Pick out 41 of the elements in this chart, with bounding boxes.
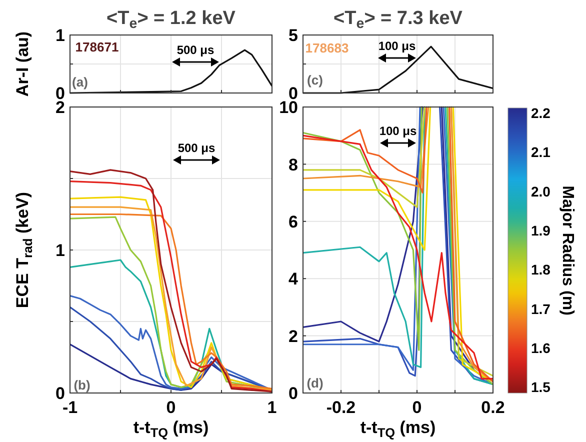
y-tick-label: 5: [288, 26, 298, 46]
y-tick-label: 0: [56, 384, 65, 404]
x-tick-label: 0.2: [481, 398, 505, 417]
x-axis-title: t-t$_{TQ}$ (ms): [360, 418, 436, 440]
annotation: 178671: [75, 40, 119, 55]
y-tick-label: 0: [288, 384, 298, 404]
x-tick-label: 0: [412, 398, 422, 417]
x-tick-label: 0: [166, 398, 176, 417]
annotation: 500 μs: [176, 43, 215, 57]
color-bar-label: 2.0: [531, 183, 551, 200]
color-bar-label: 1.9: [531, 222, 551, 238]
annotation: 100 μs: [378, 39, 416, 53]
color-bar-label: 1.7: [531, 300, 551, 317]
color-bar-label: 2.1: [531, 144, 551, 160]
y-tick-label: 1: [56, 241, 65, 260]
annotation: (b): [74, 378, 90, 393]
chart-title: <T$_{e}$> = 7.3 keV: [334, 8, 463, 32]
y-tick-label: 2: [56, 98, 65, 118]
color-bar-title: Major Radius (m): [559, 186, 576, 316]
y-tick-label: 6: [288, 212, 298, 232]
x-tick-label: 1: [267, 398, 277, 417]
annotation: (d): [306, 376, 324, 391]
color-bar-label: 1.6: [531, 340, 551, 356]
x-axis-title: t-t$_{TQ}$ (ms): [133, 418, 209, 440]
y-tick-label: 2: [288, 326, 298, 346]
annotation: 500 μs: [178, 141, 216, 155]
color-bar-label: 2.2: [531, 105, 551, 122]
y-tick-label: 1: [56, 26, 65, 46]
color-bar-label: 1.8: [531, 262, 551, 278]
x-tick-label: -1: [62, 398, 78, 417]
annotation: (a): [72, 74, 88, 90]
y-axis-title: Ar-I (au): [13, 31, 32, 97]
y-tick-label: 4: [288, 270, 299, 289]
y-tick-label: 10: [279, 98, 298, 118]
color-bar-label: 1.5: [531, 379, 551, 396]
chart-title: <T$_{e}$> = 1.2 keV: [106, 8, 236, 32]
annotation: (c): [307, 72, 323, 88]
x-tick-label: -0.2: [326, 398, 356, 417]
y-tick-label: 8: [288, 155, 298, 174]
annotation: 178683: [305, 40, 349, 56]
annotation: 100 μs: [379, 124, 418, 138]
